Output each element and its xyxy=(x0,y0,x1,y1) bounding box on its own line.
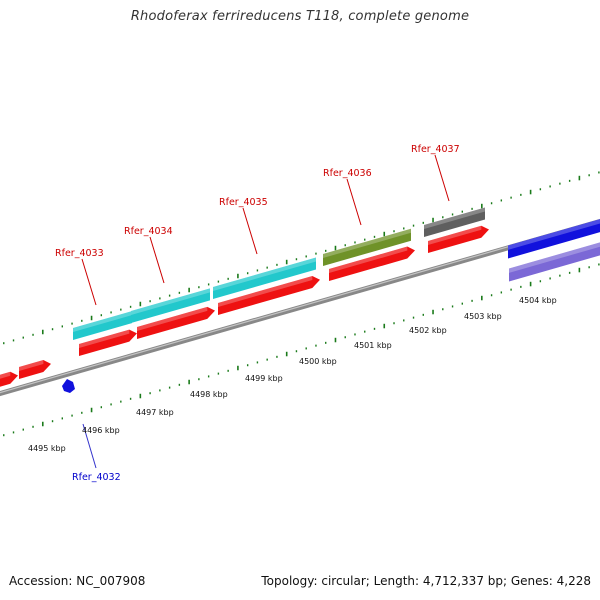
gene-label-rfer-4037: Rfer_4037 xyxy=(411,144,460,155)
genome-backbone xyxy=(0,218,600,397)
gene-rfer-4034-feature xyxy=(131,288,210,323)
gene-rfer-4035-feature xyxy=(213,257,316,299)
cds-arrow-2 xyxy=(19,360,51,379)
leader-line-rfer-4035 xyxy=(242,207,258,255)
scale-label-4500: 4500 kbp xyxy=(299,357,337,366)
scale-label-4503: 4503 kbp xyxy=(464,312,502,321)
cds-rfer-4034-highlight xyxy=(137,306,208,331)
cds-rfer-4035 xyxy=(218,275,320,315)
cds-arrow-1-highlight xyxy=(0,371,11,379)
scale-label-4502: 4502 kbp xyxy=(409,326,447,335)
cds-rfer-4035-highlight xyxy=(218,275,313,307)
scale-label-4496: 4496 kbp xyxy=(82,426,120,435)
gene-rfer-4036-feature xyxy=(323,228,411,266)
gene-rfer-4033-feature xyxy=(73,311,132,340)
gene-features xyxy=(0,207,600,393)
cds-rfer-4037-highlight xyxy=(428,225,482,245)
cds-rfer-4033 xyxy=(79,329,137,356)
gene-blue-feature xyxy=(508,219,600,259)
gene-label-rfer-4035: Rfer_4035 xyxy=(219,197,268,208)
cds-rfer-4037 xyxy=(428,225,489,253)
leader-line-rfer-4034 xyxy=(149,236,165,284)
scale-label-4497: 4497 kbp xyxy=(136,408,174,417)
cds-arrow-1 xyxy=(0,371,18,387)
leader-line-rfer-4033 xyxy=(81,258,97,306)
accession-text: Accession: NC_007908 xyxy=(9,574,146,588)
upper-tick-track xyxy=(3,171,600,345)
cds-rfer-4033-highlight xyxy=(79,329,130,348)
gene-label-rfer-4032: Rfer_4032 xyxy=(72,472,121,483)
gene-rfer-4036-feature-highlight xyxy=(323,228,411,258)
lower-tick-track xyxy=(3,263,600,437)
genome-summary-text: Topology: circular; Length: 4,712,337 bp… xyxy=(261,574,591,588)
cds-rfer-4036-highlight xyxy=(329,246,408,273)
map-title: Rhodoferax ferrireducens T118, complete … xyxy=(130,9,470,24)
gene-label-rfer-4033: Rfer_4033 xyxy=(55,248,104,259)
leader-line-rfer-4032 xyxy=(82,423,97,469)
gene-lavender-feature xyxy=(509,242,600,282)
scale-label-4499: 4499 kbp xyxy=(245,374,283,383)
gene-rfer-4034-feature-highlight xyxy=(131,288,210,315)
cds-rfer-4036 xyxy=(329,246,415,281)
gene-label-rfer-4034: Rfer_4034 xyxy=(124,226,173,237)
cds-arrow-2-highlight xyxy=(19,360,44,371)
scale-label-4495: 4495 kbp xyxy=(28,444,66,453)
leader-line-rfer-4036 xyxy=(346,178,362,226)
cds-rfer-4034 xyxy=(137,306,215,339)
gene-rfer-4037-feature-highlight xyxy=(424,207,485,229)
gene-blue-feature-highlight xyxy=(508,219,600,250)
scale-label-4501: 4501 kbp xyxy=(354,341,392,350)
leader-line-rfer-4037 xyxy=(434,154,450,202)
gene-rfer-4033-feature-highlight xyxy=(73,311,132,332)
gene-rfer-4032-feature xyxy=(62,379,75,393)
gene-rfer-4035-feature-highlight xyxy=(213,257,316,291)
gene-label-rfer-4036: Rfer_4036 xyxy=(323,168,372,179)
scale-label-4498: 4498 kbp xyxy=(190,390,228,399)
gene-rfer-4037-feature xyxy=(424,207,485,237)
gene-lavender-feature-highlight xyxy=(509,242,600,273)
scale-label-4504: 4504 kbp xyxy=(519,296,557,305)
